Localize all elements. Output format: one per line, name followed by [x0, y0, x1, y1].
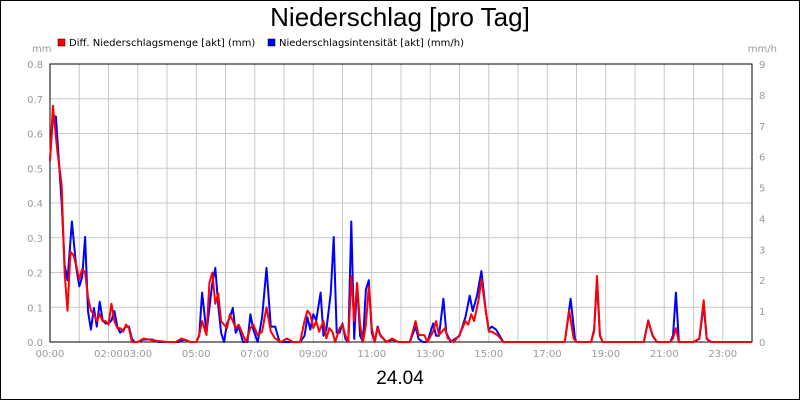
- y-tick-label-left: 0.4: [27, 199, 43, 210]
- x-tick-label: 21:00: [650, 349, 679, 360]
- x-tick-label: 19:00: [591, 349, 620, 360]
- y-tick-label-right: 0: [759, 338, 765, 349]
- y-tick-label-left: 0.1: [27, 303, 43, 314]
- legend-swatch: [57, 38, 66, 47]
- x-tick-label: 17:00: [533, 349, 562, 360]
- x-tick-label: 03:00: [123, 349, 152, 360]
- x-axis-date-label: 24.04: [376, 368, 424, 389]
- x-tick-label: 09:00: [299, 349, 328, 360]
- legend-swatch: [267, 38, 276, 47]
- y-tick-label-right: 5: [759, 184, 765, 195]
- y-tick-label-left: 0.8: [27, 60, 43, 71]
- y-tick-label-left: 0.0: [27, 338, 43, 349]
- y-tick-label-right: 8: [759, 91, 765, 102]
- y-tick-label-left: 0.3: [27, 234, 43, 245]
- chart-title: Niederschlag [pro Tag]: [270, 2, 530, 32]
- y-axis-unit-left: mm: [32, 44, 51, 55]
- y-tick-label-left: 0.5: [27, 164, 43, 175]
- x-tick-label: 02:00: [94, 349, 123, 360]
- y-tick-label-left: 0.6: [27, 130, 43, 141]
- x-tick-label: 13:00: [416, 349, 445, 360]
- x-tick-label: 15:00: [474, 349, 503, 360]
- y-tick-label-right: 7: [759, 122, 765, 133]
- y-tick-label-right: 9: [759, 60, 765, 71]
- y-tick-label-left: 0.2: [27, 269, 43, 280]
- y-tick-label-right: 3: [759, 245, 765, 256]
- y-tick-label-right: 6: [759, 153, 765, 164]
- legend-label: Diff. Niederschlagsmenge [akt] (mm): [69, 38, 255, 49]
- legend-label: Niederschlagsintensität [akt] (mm/h): [279, 38, 464, 49]
- series-line-niederschlagsmenge: [49, 104, 752, 343]
- x-tick-label: 07:00: [240, 349, 269, 360]
- y-tick-label-right: 1: [759, 307, 765, 318]
- x-tick-label: 05:00: [182, 349, 211, 360]
- y-tick-label-right: 2: [759, 276, 765, 287]
- y-tick-label-right: 4: [759, 214, 765, 225]
- x-tick-label: 00:00: [36, 349, 65, 360]
- x-tick-label: 11:00: [357, 349, 386, 360]
- y-axis-unit-right: mm/h: [748, 44, 777, 55]
- y-tick-label-left: 0.7: [27, 95, 43, 106]
- x-tick-label: 23:00: [708, 349, 737, 360]
